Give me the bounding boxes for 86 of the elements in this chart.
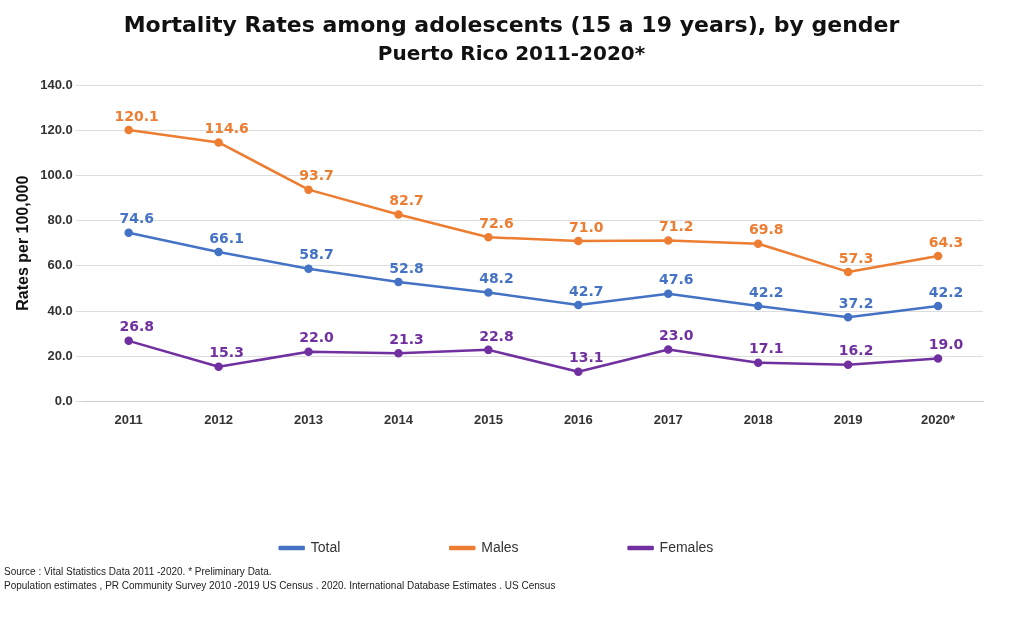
point xyxy=(394,210,403,219)
data-label: 71.0 xyxy=(569,218,604,235)
data-label: 15.3 xyxy=(209,344,244,361)
data-label: 74.6 xyxy=(119,210,154,227)
data-label: 42.7 xyxy=(569,282,604,299)
x-tick-label: 2019 xyxy=(833,411,863,427)
data-label: 21.3 xyxy=(389,330,424,347)
data-label: 57.3 xyxy=(838,249,874,266)
legend-label: Males xyxy=(481,538,519,555)
data-label: 120.1 xyxy=(114,107,159,124)
chart-title: Mortality Rates among adolescents (15 a 19 years), by gender xyxy=(122,12,901,37)
point xyxy=(394,277,403,287)
point xyxy=(394,349,403,358)
data-label: 16.2 xyxy=(838,342,874,359)
point xyxy=(124,336,133,346)
data-label: 13.1 xyxy=(569,349,604,366)
data-label: 82.7 xyxy=(389,192,424,209)
data-label: 69.8 xyxy=(748,221,784,238)
data-label: 114.6 xyxy=(204,120,249,137)
point xyxy=(753,301,763,311)
chart-subtitle: Puerto Rico 2011-2020* xyxy=(376,41,647,65)
x-tick-label: 2015 xyxy=(473,411,503,427)
data-label: 37.2 xyxy=(838,294,874,311)
point xyxy=(574,300,583,310)
y-tick-label: 100.0 xyxy=(40,166,73,182)
data-label: 26.8 xyxy=(119,318,154,335)
point xyxy=(124,125,133,135)
point xyxy=(214,247,223,257)
y-tick-label: 80.0 xyxy=(47,212,73,228)
data-label: 42.2 xyxy=(928,283,964,300)
data-label: 48.2 xyxy=(479,270,514,287)
point xyxy=(843,313,853,322)
legend-label: Total xyxy=(310,538,341,555)
y-axis-title: Rates per 100,000 xyxy=(14,175,32,311)
point xyxy=(664,289,673,299)
x-tick-label: 2017 xyxy=(653,411,683,427)
data-label: 42.2 xyxy=(748,283,784,300)
point xyxy=(843,360,853,370)
x-tick-label: 2016 xyxy=(563,411,593,427)
x-tick-label: 2020* xyxy=(921,411,956,427)
y-tick-label: 140.0 xyxy=(40,76,73,92)
data-label: 58.7 xyxy=(299,246,334,263)
data-label: 22.8 xyxy=(479,327,514,344)
point xyxy=(484,288,493,297)
point xyxy=(484,345,493,355)
point xyxy=(484,233,493,242)
data-label: 72.6 xyxy=(479,214,514,231)
point xyxy=(933,354,943,363)
y-tick-label: 60.0 xyxy=(47,257,73,273)
legend-label: Females xyxy=(659,538,714,555)
data-label: 52.8 xyxy=(389,259,424,276)
y-tick-label: 120.0 xyxy=(40,121,73,137)
x-tick-label: 2018 xyxy=(743,411,773,427)
point xyxy=(304,264,313,273)
x-tick-label: 2011 xyxy=(114,411,143,427)
data-label: 71.2 xyxy=(658,218,694,235)
data-label: 23.0 xyxy=(658,327,694,344)
y-tick-label: 40.0 xyxy=(47,302,73,318)
data-label: 66.1 xyxy=(209,229,244,246)
point xyxy=(843,267,853,277)
y-tick-label: 20.0 xyxy=(47,347,73,363)
point xyxy=(124,228,133,238)
point xyxy=(933,301,943,311)
point xyxy=(664,345,673,354)
point xyxy=(304,347,313,356)
data-label: 47.6 xyxy=(658,271,694,288)
point xyxy=(214,138,223,147)
data-label: 17.1 xyxy=(748,340,784,357)
point xyxy=(214,362,223,372)
point xyxy=(753,358,763,367)
x-tick-label: 2013 xyxy=(294,411,324,427)
point xyxy=(574,236,583,246)
data-label: 93.7 xyxy=(299,167,334,184)
data-label: 22.0 xyxy=(299,329,335,346)
data-label: 19.0 xyxy=(928,336,964,353)
x-tick-label: 2014 xyxy=(384,411,414,427)
point xyxy=(664,236,673,245)
point xyxy=(933,251,943,261)
point xyxy=(574,367,583,377)
text: Population estimates , PR Community Survey 2010 -2019 US Census . 2020. International Database Estimates . US Census xyxy=(4,579,557,593)
x-tick-label: 2012 xyxy=(204,411,234,427)
source-note: Source : Vital Statistics Data 2011 -2020. * Preliminary Data. xyxy=(4,565,273,579)
y-tick-label: 0.0 xyxy=(54,392,73,408)
data-label: 64.3 xyxy=(928,233,964,250)
point xyxy=(753,239,763,248)
point xyxy=(304,185,313,194)
